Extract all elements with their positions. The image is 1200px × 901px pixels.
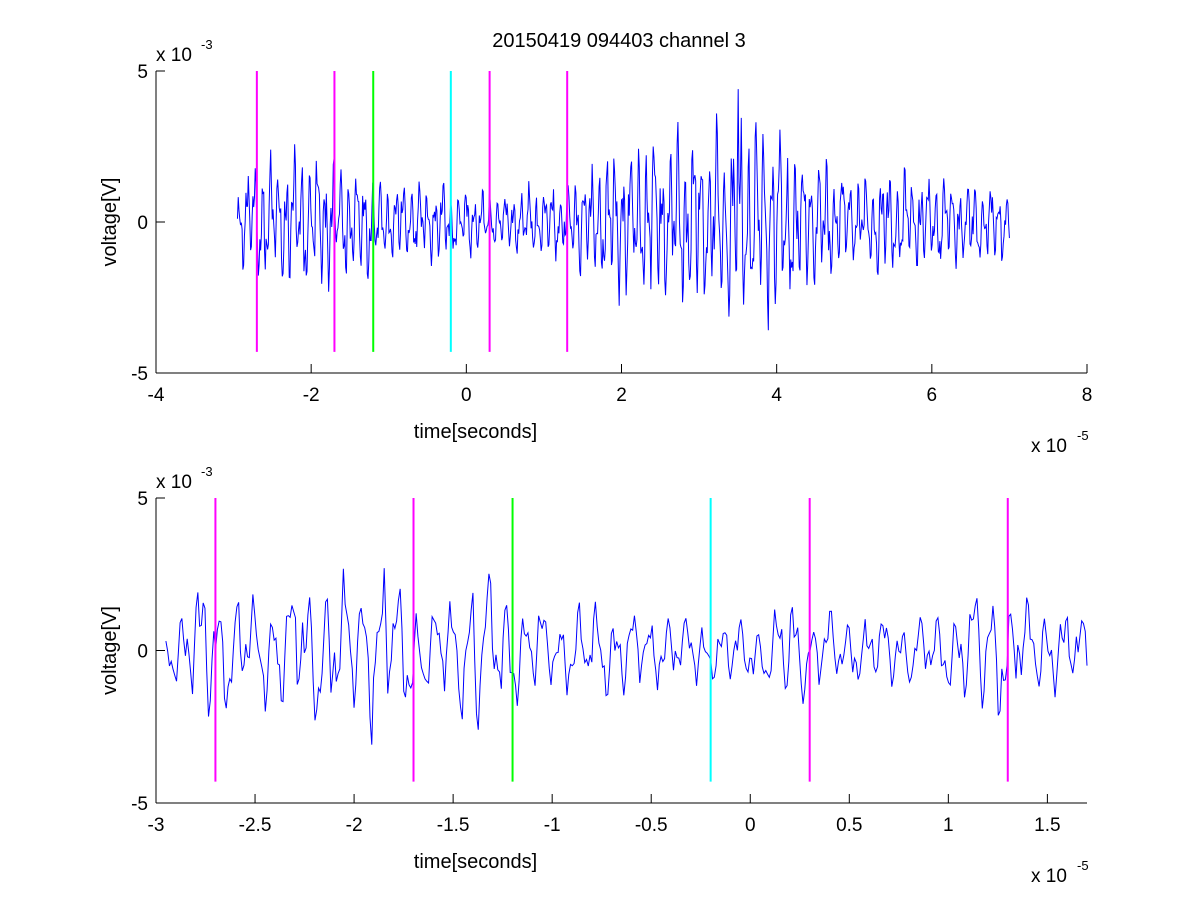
x-tick-label: -4 bbox=[148, 385, 165, 406]
x-tick-label: 8 bbox=[1082, 385, 1093, 406]
y-axis-title: voltage[V] bbox=[99, 178, 121, 267]
x-tick-label: 1.5 bbox=[1034, 815, 1060, 836]
x-tick-label: -3 bbox=[148, 815, 165, 836]
x-exponent-label: x 10 bbox=[1031, 866, 1067, 887]
x-tick-label: 6 bbox=[927, 385, 938, 406]
y-exponent-power: -3 bbox=[201, 464, 213, 479]
y-exponent-label: x 10 bbox=[156, 472, 192, 493]
signal-line bbox=[165, 568, 1088, 745]
x-tick-label: -2 bbox=[303, 385, 320, 406]
figure-title: 20150419 094403 channel 3 bbox=[492, 30, 746, 52]
x-tick-label: -1.5 bbox=[437, 815, 470, 836]
x-axis-title: time[seconds] bbox=[414, 851, 537, 873]
x-exponent-power: -5 bbox=[1077, 858, 1089, 873]
x-axis-title: time[seconds] bbox=[414, 421, 537, 443]
x-tick-label: 0 bbox=[745, 815, 756, 836]
x-tick-label: -0.5 bbox=[635, 815, 668, 836]
y-exponent-power: -3 bbox=[201, 37, 213, 52]
y-axis-title: voltage[V] bbox=[99, 606, 121, 695]
x-tick-label: -2 bbox=[346, 815, 363, 836]
x-tick-label: -2.5 bbox=[239, 815, 272, 836]
x-exponent-power: -5 bbox=[1077, 428, 1089, 443]
y-tick-label: 0 bbox=[137, 642, 148, 663]
y-tick-label: -5 bbox=[131, 364, 148, 385]
x-tick-label: 2 bbox=[616, 385, 627, 406]
signal-line bbox=[236, 89, 1010, 331]
x-tick-label: 4 bbox=[771, 385, 782, 406]
y-tick-label: -5 bbox=[131, 794, 148, 815]
y-tick-label: 5 bbox=[137, 62, 148, 83]
x-tick-label: -1 bbox=[544, 815, 561, 836]
x-tick-label: 0.5 bbox=[836, 815, 862, 836]
y-tick-label: 5 bbox=[137, 489, 148, 510]
top-axes: -4 -2 0 2 4 6 8 -5 0 5 x 10 -3 x 10 -5 time[seconds] vo… bbox=[99, 37, 1092, 457]
x-tick-label: 1 bbox=[943, 815, 954, 836]
x-exponent-label: x 10 bbox=[1031, 436, 1067, 457]
bottom-axes: -3 -2.5 -2 -1.5 -1 -0.5 0 0.5 1 1.5 -5 0 5 x 10 -3 x 10… bbox=[99, 464, 1089, 887]
x-tick-label: 0 bbox=[461, 385, 472, 406]
y-tick-label: 0 bbox=[137, 213, 148, 234]
y-exponent-label: x 10 bbox=[156, 45, 192, 66]
